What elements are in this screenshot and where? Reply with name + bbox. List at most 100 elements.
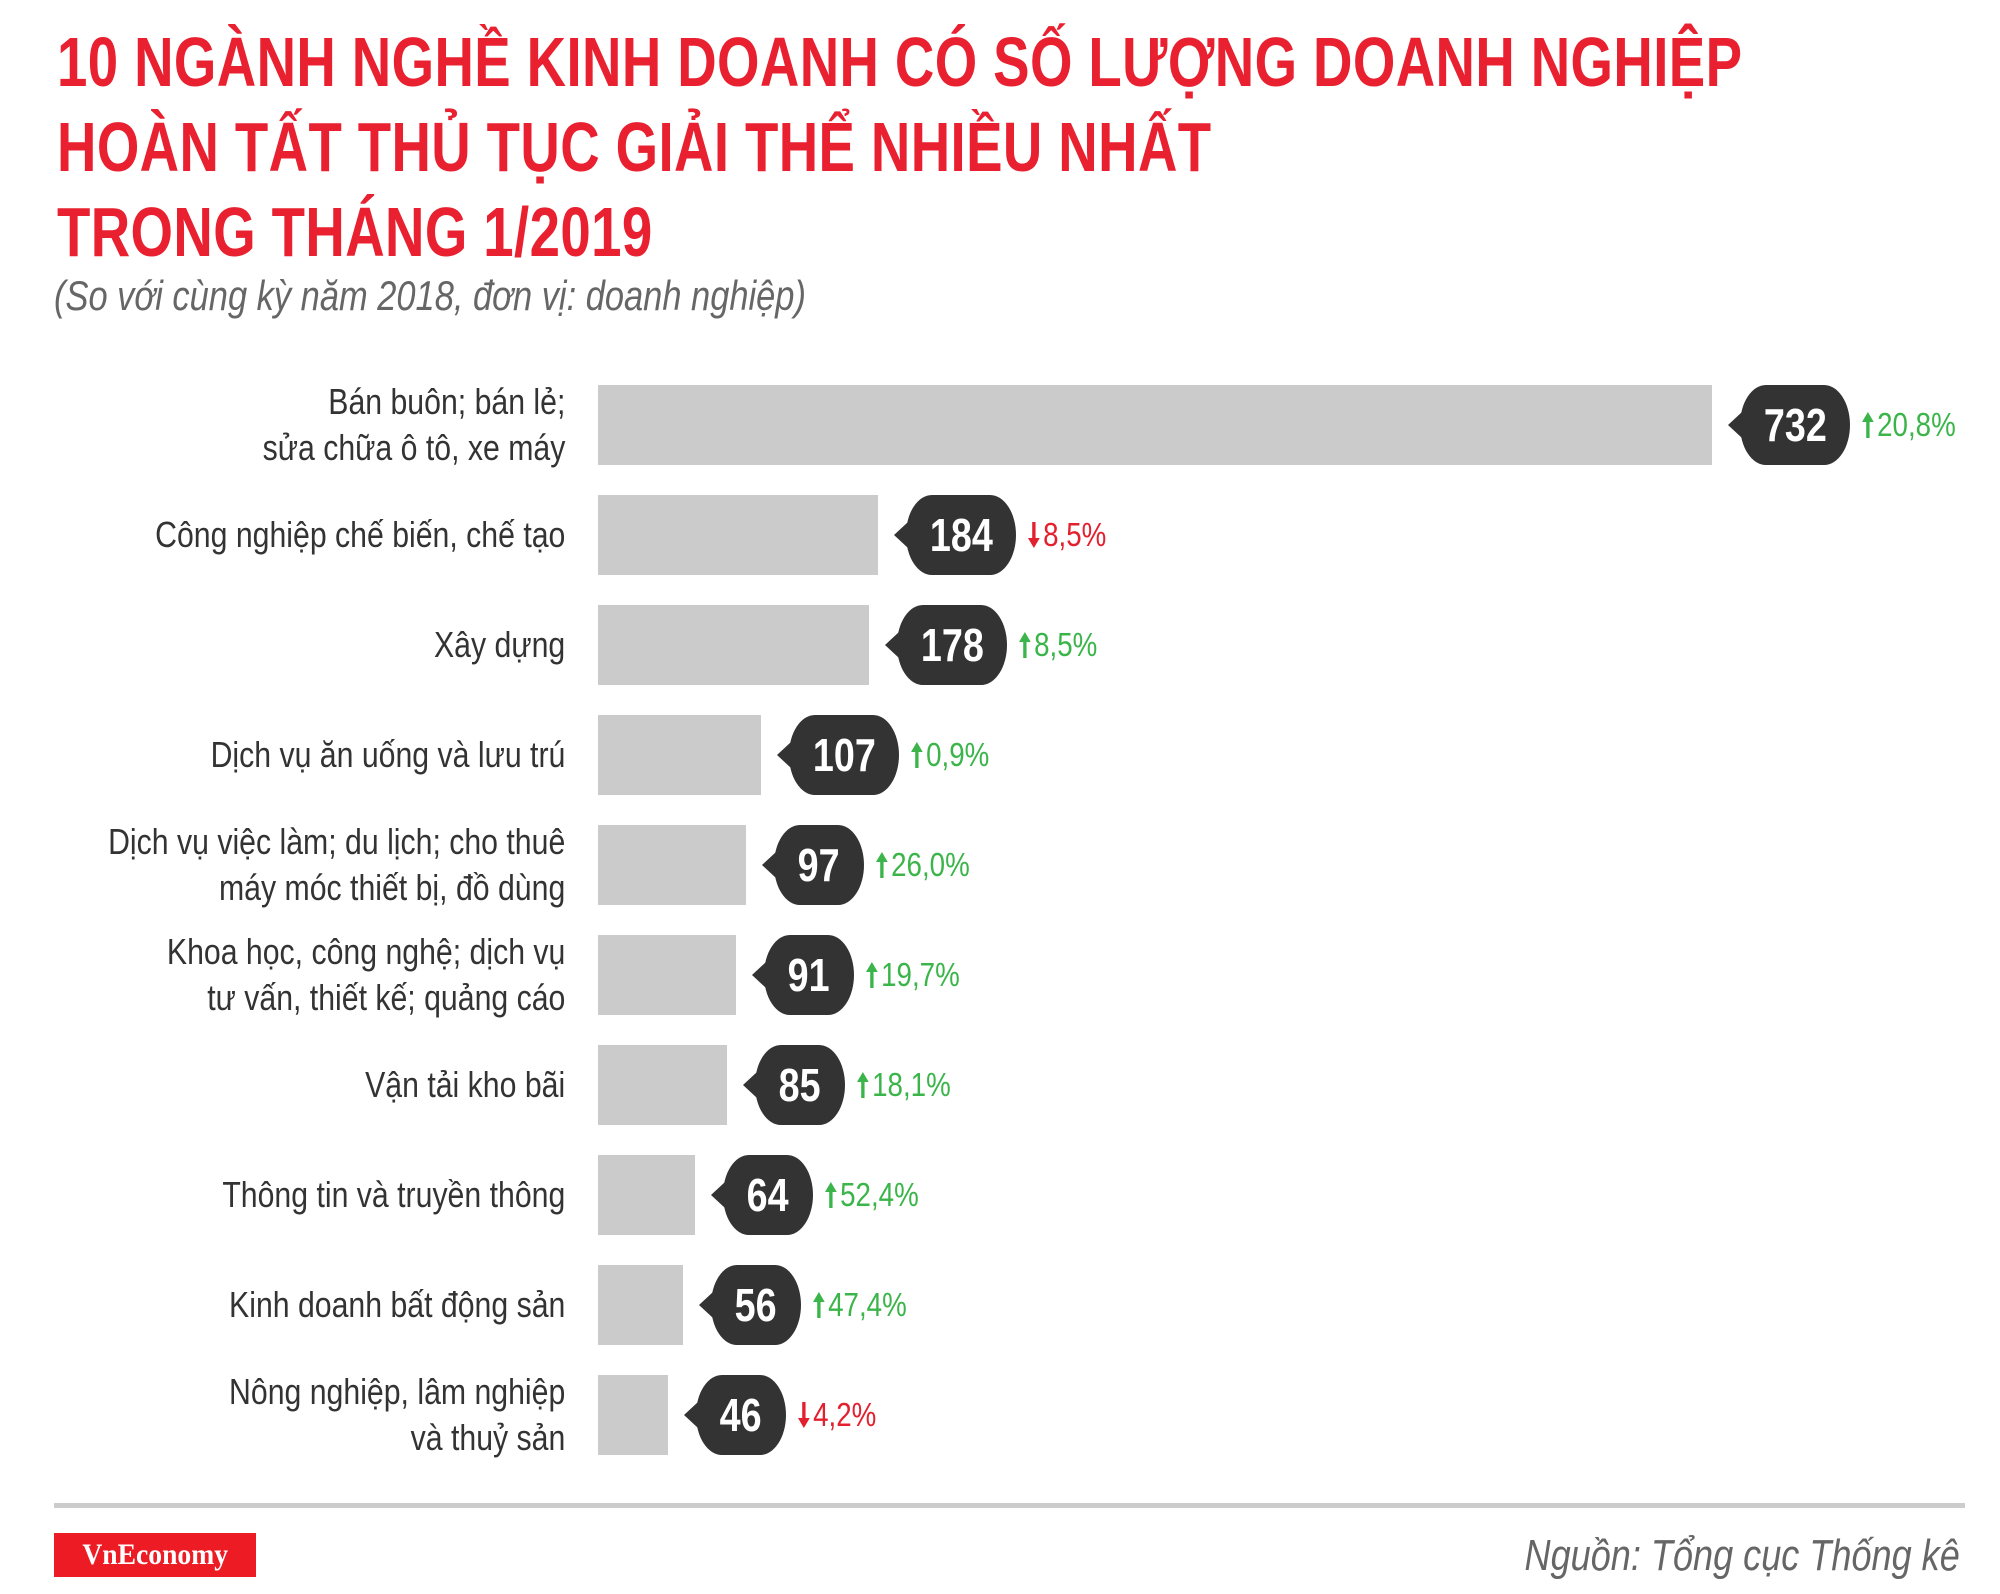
chart-row: Thông tin và truyền thông 64 52,4% bbox=[0, 1155, 2000, 1235]
change-percent-value: 18,1% bbox=[872, 1066, 951, 1103]
chart-subtitle: (So với cùng kỳ năm 2018, đơn vị: doanh … bbox=[54, 272, 806, 319]
value-badge: 178 8,5% bbox=[885, 605, 1112, 685]
value-number: 64 bbox=[747, 1169, 789, 1221]
category-label: Khoa học, công nghệ; dịch vụ tư vấn, thi… bbox=[167, 931, 565, 1018]
badge-pointer-icon bbox=[762, 852, 776, 878]
change-percent-value: 26,0% bbox=[891, 846, 970, 883]
value-number: 732 bbox=[1763, 399, 1827, 451]
chart-row: Dịch vụ ăn uống và lưu trú 107 0,9% bbox=[0, 715, 2000, 795]
value-bar bbox=[598, 1155, 695, 1235]
logo-text: VnEconomy bbox=[82, 1538, 228, 1571]
category-label: Dịch vụ ăn uống và lưu trú bbox=[210, 715, 565, 795]
category-label: Công nghiệp chế biến, chế tạo bbox=[155, 495, 565, 575]
value-number: 178 bbox=[920, 619, 984, 671]
value-number: 46 bbox=[720, 1389, 762, 1441]
badge-pointer-icon bbox=[777, 742, 791, 768]
chart-row: Vận tải kho bãi 85 18,1% bbox=[0, 1045, 2000, 1125]
arrow-up-icon bbox=[876, 852, 888, 878]
value-number: 97 bbox=[798, 839, 840, 891]
change-percent-value: 19,7% bbox=[881, 956, 960, 993]
category-label-line: Thông tin và truyền thông bbox=[222, 1174, 565, 1215]
chart-row: Dịch vụ việc làm; du lịch; cho thuê máy m… bbox=[0, 821, 2000, 908]
category-label: Xây dựng bbox=[434, 605, 565, 685]
value-badge: 85 18,1% bbox=[743, 1045, 969, 1125]
value-number: 85 bbox=[779, 1059, 821, 1111]
category-label-line: Dịch vụ ăn uống và lưu trú bbox=[210, 734, 565, 775]
category-label-line: Khoa học, công nghệ; dịch vụ bbox=[166, 931, 565, 972]
source-note: Nguồn: Tổng cục Thống kê bbox=[1524, 1531, 1960, 1580]
value-bar bbox=[598, 385, 1712, 465]
arrow-up-icon bbox=[825, 1182, 837, 1208]
arrow-up-icon bbox=[866, 962, 878, 988]
vneconomy-logo: VnEconomy bbox=[54, 1533, 256, 1577]
change-percent-value: 8,5% bbox=[1034, 626, 1098, 663]
category-label-line: Xây dựng bbox=[433, 624, 565, 665]
category-label-line: Kinh doanh bất động sản bbox=[228, 1284, 565, 1325]
category-label-line: Vận tải kho bãi bbox=[364, 1064, 565, 1105]
change-percent: 19,7% bbox=[866, 956, 960, 994]
category-label: Dịch vụ việc làm; du lịch; cho thuê máy m… bbox=[108, 821, 565, 908]
badge-pointer-icon bbox=[894, 522, 908, 548]
chart-row: Khoa học, công nghệ; dịch vụ tư vấn, thi… bbox=[0, 931, 2000, 1018]
badge-pointer-icon bbox=[752, 962, 766, 988]
change-percent-value: 20,8% bbox=[1877, 406, 1956, 443]
value-badge: 732 20,8% bbox=[1728, 385, 1974, 465]
value-bar bbox=[598, 605, 869, 685]
category-label-line: và thuỷ sản bbox=[410, 1417, 565, 1458]
category-label: Bán buôn; bán lẻ; sửa chữa ô tô, xe máy bbox=[262, 381, 565, 468]
value-bar bbox=[598, 1375, 668, 1455]
category-label-line: Công nghiệp chế biến, chế tạo bbox=[154, 514, 565, 555]
arrow-down-icon bbox=[1028, 522, 1040, 548]
value-number: 91 bbox=[788, 949, 830, 1001]
change-percent: 47,4% bbox=[813, 1286, 907, 1324]
chart-row: Công nghiệp chế biến, chế tạo 184 8,5% bbox=[0, 495, 2000, 575]
chart-title-line-3: TRONG THÁNG 1/2019 bbox=[57, 193, 653, 271]
change-percent-value: 47,4% bbox=[828, 1286, 907, 1323]
value-badge: 107 0,9% bbox=[777, 715, 1004, 795]
category-label-line: tư vấn, thiết kế; quảng cáo bbox=[206, 977, 565, 1018]
chart-title-line-2: HOÀN TẤT THỦ TỤC GIẢI THỂ NHIỀU NHẤT bbox=[57, 108, 1212, 186]
value-bar bbox=[598, 825, 746, 905]
chart-title-line-1: 10 NGÀNH NGHỀ KINH DOANH CÓ SỐ LƯỢNG DOA… bbox=[57, 23, 1743, 101]
chart-row: Nông nghiệp, lâm nghiệp và thuỷ sản 46 4,2% bbox=[0, 1371, 2000, 1458]
value-badge: 46 4,2% bbox=[684, 1375, 891, 1455]
change-percent: 8,5% bbox=[1019, 626, 1097, 664]
arrow-up-icon bbox=[1019, 632, 1031, 658]
value-bar bbox=[598, 1265, 683, 1345]
value-badge: 184 8,5% bbox=[894, 495, 1121, 575]
chart-row: Xây dựng 178 8,5% bbox=[0, 605, 2000, 685]
badge-pointer-icon bbox=[684, 1402, 698, 1428]
change-percent-value: 52,4% bbox=[840, 1176, 919, 1213]
category-label-line: Bán buôn; bán lẻ; bbox=[327, 381, 565, 422]
badge-pointer-icon bbox=[743, 1072, 757, 1098]
category-label-line: sửa chữa ô tô, xe máy bbox=[262, 427, 565, 468]
category-label: Kinh doanh bất động sản bbox=[229, 1265, 565, 1345]
category-label: Vận tải kho bãi bbox=[365, 1045, 565, 1125]
category-label-line: Dịch vụ việc làm; du lịch; cho thuê bbox=[107, 821, 565, 862]
value-number: 56 bbox=[735, 1279, 777, 1331]
change-percent-value: 8,5% bbox=[1043, 516, 1107, 553]
badge-pointer-icon bbox=[711, 1182, 725, 1208]
value-badge: 97 26,0% bbox=[762, 825, 988, 905]
value-bar bbox=[598, 495, 878, 575]
value-badge: 64 52,4% bbox=[711, 1155, 937, 1235]
change-percent-value: 0,9% bbox=[926, 736, 990, 773]
value-bar bbox=[598, 1045, 727, 1125]
arrow-up-icon bbox=[1862, 412, 1874, 438]
footer-divider bbox=[54, 1503, 1965, 1508]
change-percent: 4,2% bbox=[798, 1396, 876, 1434]
change-percent: 0,9% bbox=[911, 736, 989, 774]
category-label: Nông nghiệp, lâm nghiệp và thuỷ sản bbox=[229, 1371, 565, 1458]
value-number: 184 bbox=[929, 509, 993, 561]
change-percent: 26,0% bbox=[876, 846, 970, 884]
change-percent: 8,5% bbox=[1028, 516, 1106, 554]
arrow-down-icon bbox=[798, 1402, 810, 1428]
change-percent: 18,1% bbox=[857, 1066, 951, 1104]
value-badge: 91 19,7% bbox=[752, 935, 978, 1015]
change-percent: 52,4% bbox=[825, 1176, 919, 1214]
category-label-line: Nông nghiệp, lâm nghiệp bbox=[228, 1371, 565, 1412]
change-percent: 20,8% bbox=[1862, 406, 1956, 444]
arrow-up-icon bbox=[857, 1072, 869, 1098]
category-label-line: máy móc thiết bị, đồ dùng bbox=[218, 867, 565, 908]
category-label: Thông tin và truyền thông bbox=[222, 1155, 565, 1235]
